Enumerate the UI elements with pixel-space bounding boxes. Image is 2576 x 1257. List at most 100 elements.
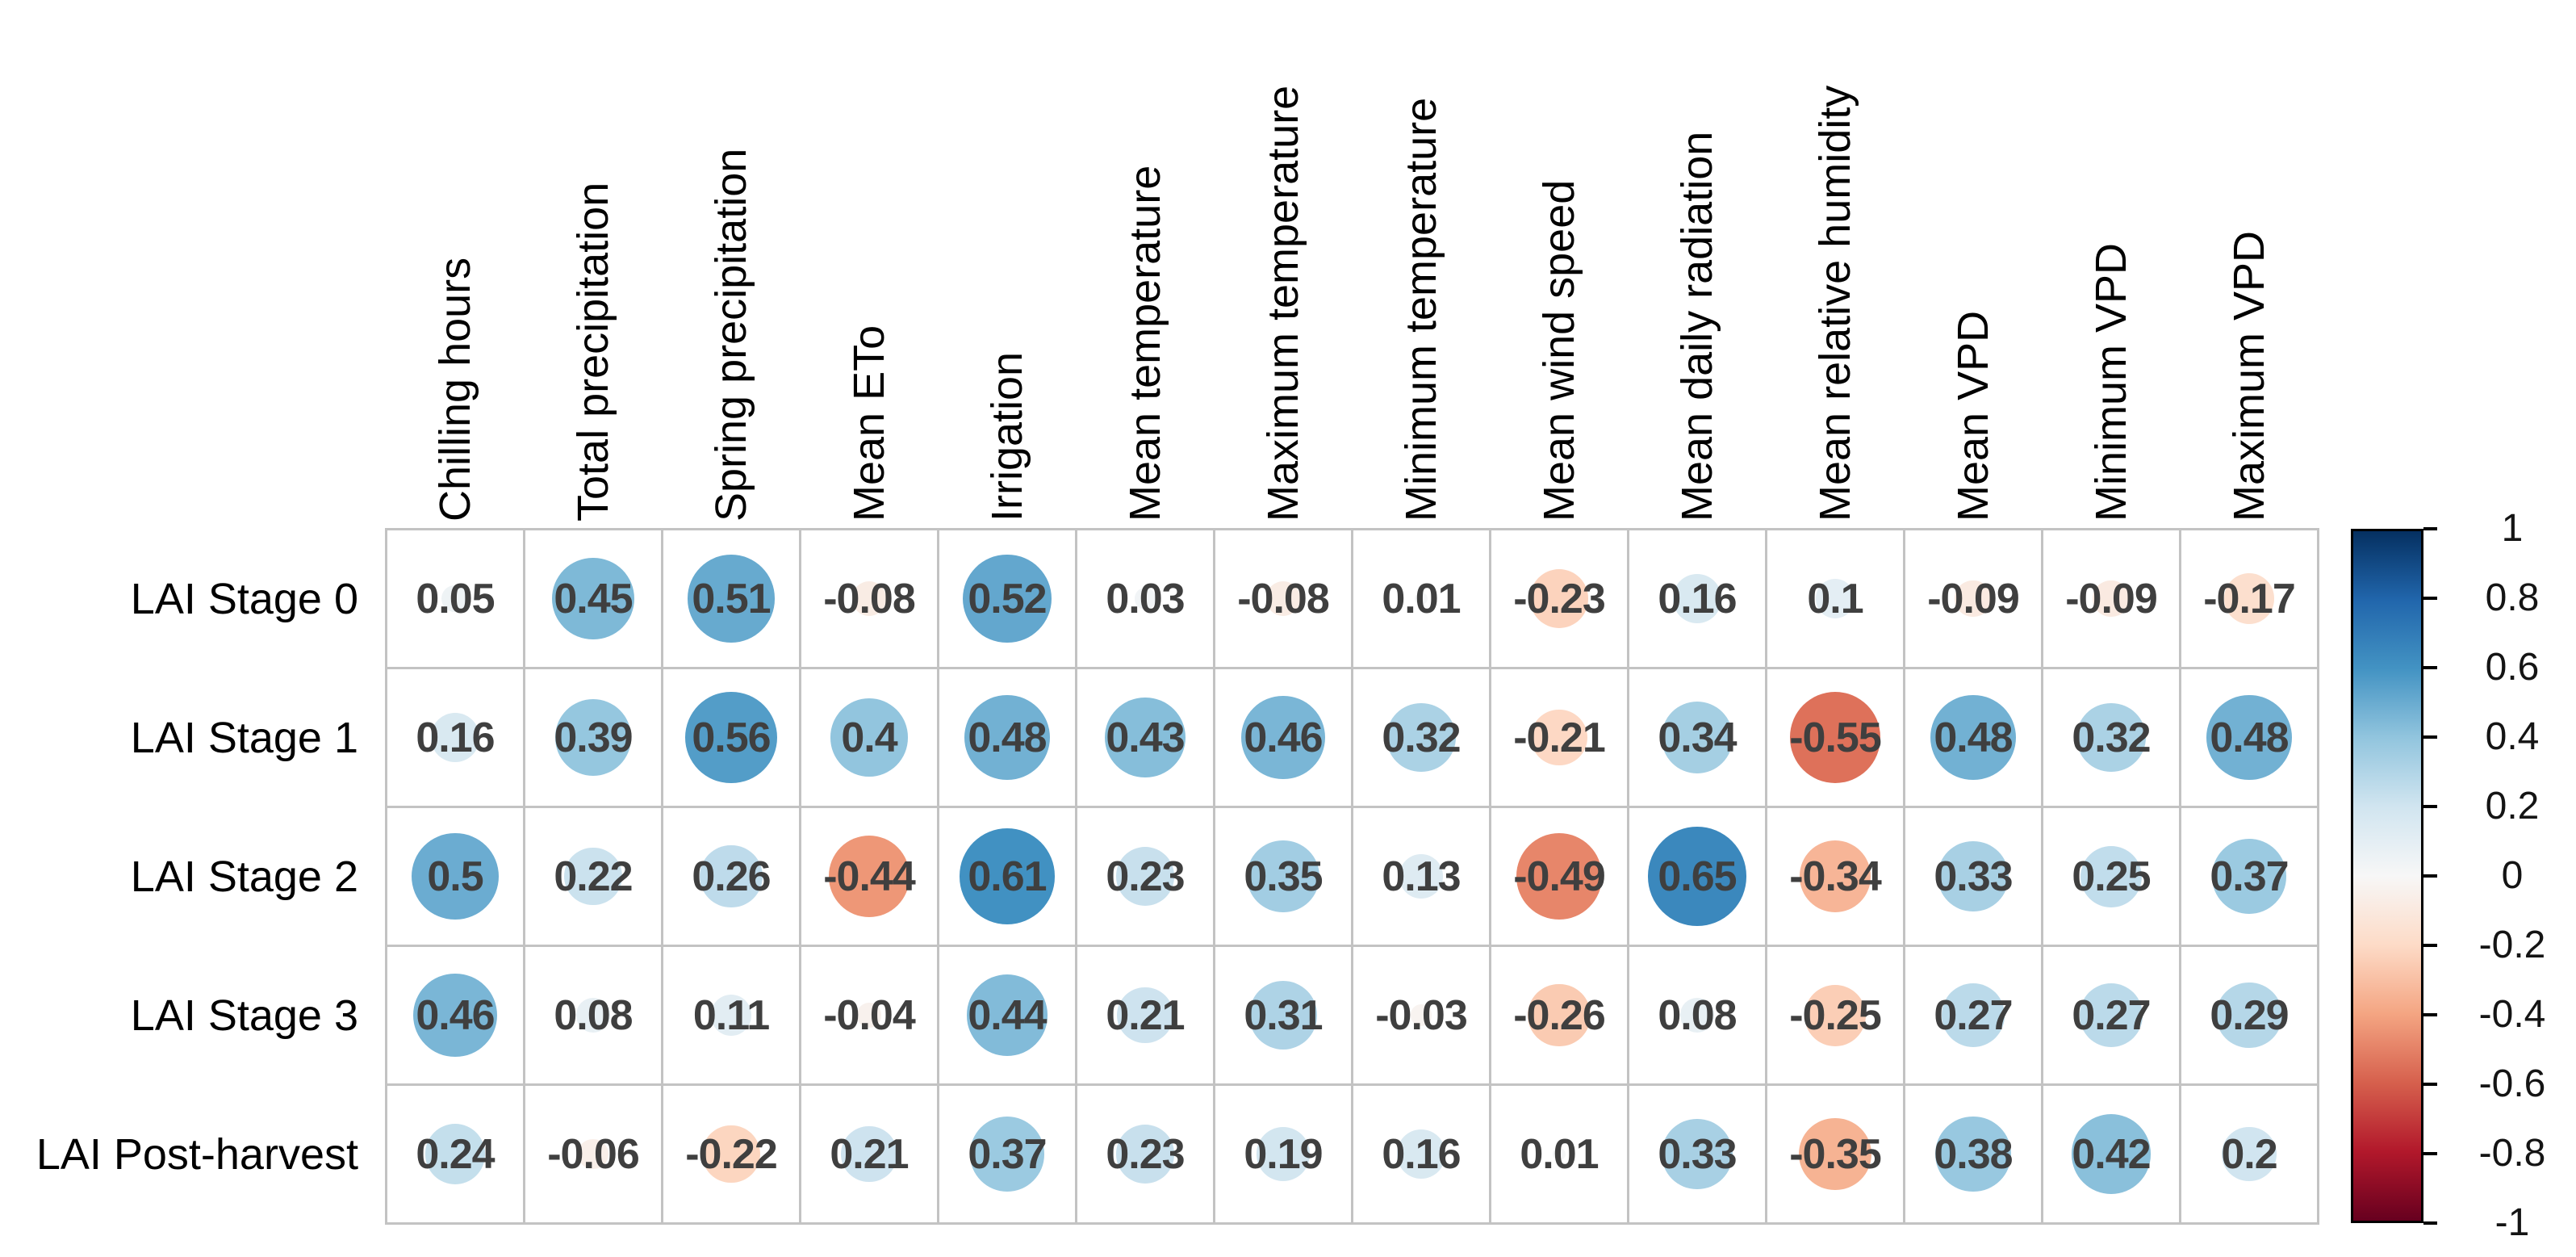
correlation-circle bbox=[564, 847, 622, 906]
matrix-cell: 0.61 bbox=[939, 808, 1075, 945]
colorbar-tick-mark bbox=[2423, 944, 2437, 947]
correlation-value: -0.04 bbox=[823, 991, 916, 1039]
correlation-circle bbox=[1516, 833, 1603, 920]
correlation-circle bbox=[1415, 592, 1428, 605]
correlation-circle bbox=[828, 836, 910, 917]
colorbar-tick-label: 0.4 bbox=[2485, 715, 2540, 758]
column-header-label: Mean VPD bbox=[1949, 310, 1997, 522]
correlation-circle bbox=[685, 691, 777, 784]
matrix-cell: 0.39 bbox=[525, 669, 661, 806]
correlation-circle bbox=[1256, 1127, 1311, 1181]
correlation-circle bbox=[1799, 1117, 1871, 1191]
correlation-circle bbox=[1553, 1147, 1566, 1161]
correlation-value: 0.42 bbox=[2072, 1130, 2151, 1178]
colorbar-tick-mark bbox=[2423, 1083, 2437, 1086]
correlation-value: 0.4 bbox=[841, 714, 897, 761]
matrix-cell: 0.35 bbox=[1215, 808, 1351, 945]
correlation-value: 0.33 bbox=[1934, 853, 2013, 900]
column-header-label: Mean ETo bbox=[845, 325, 893, 522]
correlation-value: -0.08 bbox=[823, 575, 916, 622]
correlation-value: 0.37 bbox=[2210, 853, 2289, 900]
column-header-label: Chilling hours bbox=[431, 257, 479, 522]
matrix-cell: 0.25 bbox=[2043, 808, 2179, 945]
column-header: Mean temperature bbox=[1077, 0, 1213, 522]
correlation-value: 0.24 bbox=[416, 1130, 495, 1178]
correlation-value: -0.09 bbox=[2065, 575, 2158, 622]
matrix-cell: 0.33 bbox=[1629, 1086, 1765, 1222]
correlation-value: -0.26 bbox=[1513, 991, 1606, 1039]
row-label: LAI Stage 0 bbox=[130, 574, 358, 623]
matrix-cell: 0.32 bbox=[1353, 669, 1489, 806]
correlation-circle bbox=[966, 974, 1048, 1056]
correlation-circle bbox=[1935, 1116, 2011, 1192]
correlation-value: 0.22 bbox=[554, 853, 633, 900]
row-label: LAI Stage 3 bbox=[130, 991, 358, 1040]
colorbar-tick-mark bbox=[2423, 805, 2437, 808]
matrix-grid: 0.05 0.45 0.51 -0.08 0.52 0.03 -0.08 0.01 -0.23 0… bbox=[385, 528, 2319, 1225]
matrix-cell: 0.24 bbox=[387, 1086, 523, 1222]
correlation-circle bbox=[1386, 702, 1456, 773]
correlation-value: 0.08 bbox=[554, 991, 633, 1039]
correlation-value: -0.09 bbox=[1927, 575, 2020, 622]
correlation-value: 0.48 bbox=[2210, 714, 2289, 761]
correlation-circle bbox=[969, 1117, 1045, 1192]
matrix-cell: 0.16 bbox=[1353, 1086, 1489, 1222]
correlation-circle bbox=[1396, 1129, 1446, 1179]
correlation-circle bbox=[1241, 695, 1325, 780]
colorbar-tick-mark bbox=[2423, 1013, 2437, 1016]
matrix-cell: 0.1 bbox=[1767, 530, 1903, 667]
matrix-cell: 0.21 bbox=[801, 1086, 937, 1222]
correlation-value: 0.19 bbox=[1244, 1130, 1323, 1178]
correlation-circle bbox=[1117, 987, 1173, 1044]
matrix-cell: 0.38 bbox=[1905, 1086, 2041, 1222]
matrix-cell: 0.19 bbox=[1215, 1086, 1351, 1222]
correlation-circle bbox=[1247, 840, 1319, 913]
correlation-value: 0.16 bbox=[1658, 575, 1737, 622]
correlation-circle bbox=[1799, 840, 1871, 912]
colorbar-tick-label: 1 bbox=[2501, 507, 2524, 550]
correlation-circle bbox=[687, 555, 776, 643]
correlation-value: 0.03 bbox=[1106, 575, 1185, 622]
matrix-cell: 0.42 bbox=[2043, 1086, 2179, 1222]
correlation-value: -0.49 bbox=[1513, 853, 1606, 900]
correlation-value: 0.21 bbox=[1106, 991, 1185, 1039]
colorbar-tick-label: -0.2 bbox=[2478, 924, 2546, 966]
row-label: LAI Stage 1 bbox=[130, 713, 358, 762]
correlation-circle bbox=[1115, 1125, 1175, 1184]
matrix-cell: -0.44 bbox=[801, 808, 937, 945]
matrix-cell: 0.46 bbox=[387, 947, 523, 1083]
correlation-value: 0.34 bbox=[1658, 714, 1737, 761]
matrix-cell: 0.27 bbox=[1905, 947, 2041, 1083]
correlation-circle bbox=[554, 699, 632, 776]
matrix-cell: 0.56 bbox=[663, 669, 799, 806]
correlation-circle bbox=[841, 1125, 897, 1183]
correlation-circle bbox=[1941, 983, 2005, 1047]
matrix-cell: 0.16 bbox=[1629, 530, 1765, 667]
column-header: Maximum temperature bbox=[1215, 0, 1351, 522]
correlation-circle bbox=[1930, 694, 2016, 781]
correlation-value: -0.35 bbox=[1789, 1130, 1882, 1178]
matrix-cell: -0.09 bbox=[1905, 530, 2041, 667]
correlation-value: -0.34 bbox=[1789, 853, 1882, 900]
correlation-value: 0.39 bbox=[554, 714, 633, 761]
correlation-value: 0.32 bbox=[1382, 714, 1461, 761]
matrix-cell: 0.03 bbox=[1077, 530, 1213, 667]
correlation-circle bbox=[702, 1125, 760, 1184]
column-header: Mean VPD bbox=[1905, 0, 2041, 522]
correlation-value: 0.45 bbox=[554, 575, 633, 622]
correlation-circle bbox=[413, 973, 497, 1058]
column-header-label: Mean daily radiation bbox=[1673, 131, 1721, 522]
correlation-value: 0.08 bbox=[1658, 991, 1737, 1039]
matrix-cell: 0.48 bbox=[939, 669, 1075, 806]
column-header: Spring precipitation bbox=[663, 0, 799, 522]
correlation-value: -0.08 bbox=[1237, 575, 1330, 622]
matrix-cell: 0.46 bbox=[1215, 669, 1351, 806]
correlation-circle bbox=[1938, 840, 2009, 912]
column-header-label: Mean temperature bbox=[1121, 165, 1169, 522]
correlation-circle bbox=[1531, 709, 1587, 766]
matrix-cell: 0.23 bbox=[1077, 808, 1213, 945]
matrix-cell: 0.65 bbox=[1629, 808, 1765, 945]
correlation-value: 0.16 bbox=[416, 714, 495, 761]
correlation-value: 0.11 bbox=[692, 991, 770, 1039]
colorbar-tick-mark bbox=[2423, 597, 2437, 600]
